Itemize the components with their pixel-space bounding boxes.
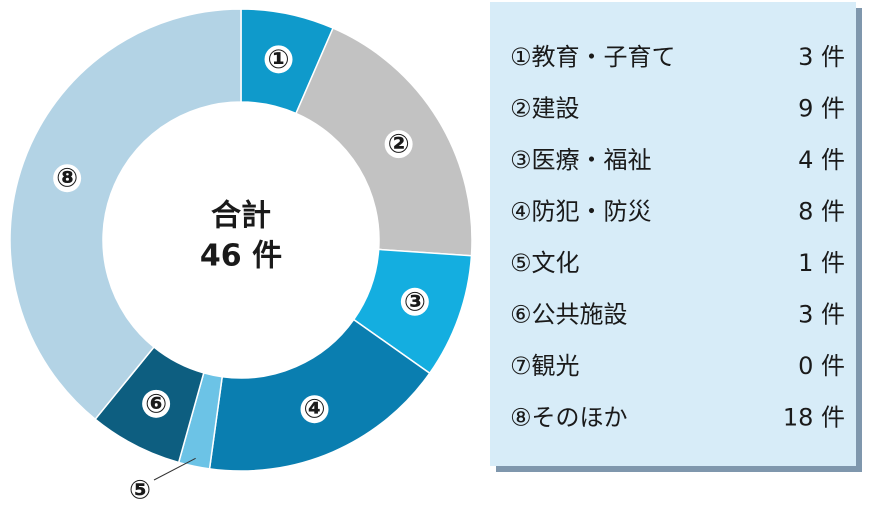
- slice: [294, 27, 473, 257]
- slice-label-bg: [264, 45, 293, 74]
- legend-value: 9 件: [798, 95, 845, 123]
- legend-value: 3 件: [798, 43, 845, 71]
- slice-label: ⑧: [56, 164, 78, 194]
- slice-label-bg: [53, 164, 82, 193]
- legend-value: 4 件: [798, 146, 845, 174]
- legend-label: ⑦観光: [510, 352, 580, 380]
- slice-label: ②: [388, 130, 410, 160]
- legend-label: ③医療・福祉: [510, 146, 652, 174]
- legend-box: [490, 2, 856, 466]
- slice-label: ④: [303, 395, 325, 425]
- legend-label: ①教育・子育て: [510, 43, 676, 71]
- slice-label-bg: [300, 395, 329, 424]
- center-total: 46 件: [200, 239, 282, 274]
- slice-label: ⑥: [145, 389, 167, 419]
- slice: [9, 8, 242, 421]
- slice-label-bg: [400, 287, 429, 316]
- slice-label: ①: [268, 45, 290, 75]
- legend-label: ⑤文化: [510, 249, 580, 277]
- leader-line: [153, 457, 196, 481]
- legend-value: 0 件: [798, 352, 845, 380]
- legend-label: ⑥公共施設: [510, 301, 628, 329]
- slice-label-bg: [142, 389, 171, 418]
- center-title: 合計: [211, 199, 271, 234]
- slice-label: ⑤: [129, 476, 151, 506]
- slice-label-bg: [384, 130, 413, 159]
- legend-value: 8 件: [798, 198, 845, 226]
- legend-label: ④防犯・防災: [510, 198, 652, 226]
- legend-label: ⑧そのほか: [510, 404, 628, 432]
- slice-label: ③: [404, 287, 426, 317]
- legend-value: 3 件: [798, 301, 845, 329]
- slice-label-bg: [126, 476, 154, 504]
- legend-label: ②建設: [510, 95, 580, 123]
- legend-value: 1 件: [798, 249, 845, 277]
- legend-value: 18 件: [783, 404, 845, 432]
